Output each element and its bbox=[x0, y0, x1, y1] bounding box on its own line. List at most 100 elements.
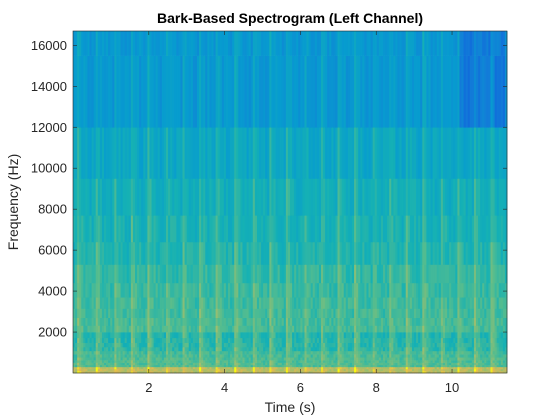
spectrogram-cell bbox=[496, 360, 500, 363]
spectrogram-cell bbox=[478, 215, 481, 243]
spectrogram-cell bbox=[337, 317, 340, 326]
spectrogram-cell bbox=[403, 350, 407, 355]
spectrogram-cell bbox=[281, 297, 285, 309]
spectrogram-cell bbox=[292, 308, 295, 319]
spectrogram-cell bbox=[424, 368, 427, 372]
spectrogram-cell bbox=[143, 282, 146, 298]
spectrogram-cell bbox=[128, 178, 132, 216]
spectrogram-cell bbox=[265, 55, 268, 128]
spectrogram-cell bbox=[478, 364, 481, 368]
spectrogram-cell bbox=[192, 215, 196, 243]
spectrogram-cell bbox=[306, 350, 309, 355]
spectrogram-cell bbox=[87, 127, 90, 179]
spectrogram-cell bbox=[306, 364, 309, 368]
spectrogram-cell bbox=[120, 297, 123, 309]
spectrogram-cell bbox=[256, 354, 260, 358]
spectrogram-cell bbox=[401, 178, 405, 216]
spectrogram-cell bbox=[174, 325, 177, 333]
spectrogram-cell bbox=[203, 215, 206, 243]
spectrogram-cell bbox=[161, 362, 165, 366]
spectrogram-cell bbox=[393, 342, 396, 348]
spectrogram-cell bbox=[349, 282, 353, 298]
spectrogram-cell bbox=[147, 360, 150, 363]
spectrogram-cell bbox=[306, 127, 309, 179]
spectrogram-cell bbox=[314, 308, 318, 319]
spectrogram-cell bbox=[246, 342, 250, 348]
spectrogram-cell bbox=[416, 297, 419, 309]
spectrogram-cell bbox=[122, 317, 126, 326]
spectrogram-cell bbox=[401, 332, 405, 339]
spectrogram-cell bbox=[240, 325, 243, 333]
spectrogram-cell bbox=[139, 362, 142, 366]
spectrogram-cell bbox=[207, 370, 210, 374]
spectrogram-cell bbox=[155, 55, 159, 128]
spectrogram-cell bbox=[170, 215, 173, 243]
spectrogram-cell bbox=[232, 127, 235, 179]
spectrogram-cell bbox=[250, 55, 254, 128]
spectrogram-cell bbox=[184, 354, 188, 358]
spectrogram-cell bbox=[287, 350, 291, 355]
spectrogram-cell bbox=[376, 370, 380, 374]
spectrogram-cell bbox=[333, 350, 336, 355]
spectrogram-cell bbox=[192, 282, 196, 298]
spectrogram-cell bbox=[141, 370, 144, 374]
spectrogram-cell bbox=[232, 325, 235, 333]
spectrogram-cell bbox=[285, 178, 289, 216]
spectrogram-cell bbox=[411, 370, 415, 374]
spectrogram-cell bbox=[108, 317, 111, 326]
spectrogram-cell bbox=[269, 127, 272, 179]
spectrogram-cell bbox=[502, 360, 506, 363]
spectrogram-cell bbox=[376, 282, 380, 298]
spectrogram-cell bbox=[166, 357, 169, 361]
spectrogram-cell bbox=[168, 357, 171, 361]
spectrogram-cell bbox=[161, 370, 165, 374]
spectrogram-cell bbox=[473, 350, 477, 355]
spectrogram-cell bbox=[89, 215, 92, 243]
spectrogram-cell bbox=[364, 308, 367, 319]
spectrogram-cell bbox=[230, 241, 233, 265]
spectrogram-cell bbox=[81, 282, 84, 298]
spectrogram-cell bbox=[418, 346, 421, 352]
spectrogram-cell bbox=[108, 350, 111, 355]
spectrogram-cell bbox=[180, 241, 183, 265]
spectrogram-cell bbox=[321, 360, 324, 363]
spectrogram-cell bbox=[194, 308, 198, 319]
spectrogram-cell bbox=[219, 325, 223, 333]
spectrogram-cell bbox=[145, 127, 148, 179]
spectrogram-cell bbox=[197, 178, 200, 216]
spectrogram-cell bbox=[457, 342, 460, 348]
spectrogram-cell bbox=[498, 241, 502, 265]
spectrogram-cell bbox=[343, 360, 347, 363]
spectrogram-cell bbox=[428, 317, 431, 326]
spectrogram-cell bbox=[89, 178, 92, 216]
spectrogram-cell bbox=[215, 308, 219, 319]
spectrogram-cell bbox=[482, 308, 485, 319]
spectrogram-cell bbox=[188, 368, 192, 372]
spectrogram-cell bbox=[389, 215, 392, 243]
spectrogram-cell bbox=[205, 346, 208, 352]
spectrogram-cell bbox=[362, 215, 365, 243]
spectrogram-cell bbox=[215, 241, 219, 265]
spectrogram-cell bbox=[321, 357, 324, 361]
spectrogram-cell bbox=[168, 337, 171, 343]
spectrogram-cell bbox=[300, 366, 303, 370]
spectrogram-cell bbox=[407, 354, 411, 358]
spectrogram-cell bbox=[188, 55, 192, 128]
spectrogram-cell bbox=[209, 360, 212, 363]
spectrogram-cell bbox=[473, 297, 477, 309]
spectrogram-cell bbox=[87, 308, 90, 319]
spectrogram-cell bbox=[407, 370, 411, 374]
spectrogram-cell bbox=[178, 346, 181, 352]
spectrogram-cell bbox=[104, 282, 107, 298]
spectrogram-cell bbox=[370, 127, 374, 179]
spectrogram-cell bbox=[265, 317, 268, 326]
spectrogram-cell bbox=[149, 370, 152, 374]
spectrogram-cell bbox=[294, 215, 297, 243]
spectrogram-cell bbox=[248, 55, 252, 128]
spectrogram-cell bbox=[397, 297, 400, 309]
spectrogram-cell bbox=[271, 362, 274, 366]
spectrogram-cell bbox=[85, 241, 88, 265]
spectrogram-cell bbox=[124, 370, 128, 374]
spectrogram-cell bbox=[422, 241, 425, 265]
spectrogram-cell bbox=[180, 368, 183, 372]
